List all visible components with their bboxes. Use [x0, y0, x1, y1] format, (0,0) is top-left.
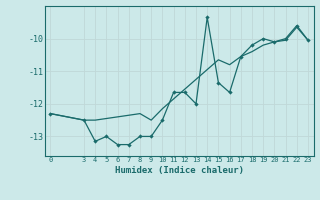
X-axis label: Humidex (Indice chaleur): Humidex (Indice chaleur) — [115, 166, 244, 175]
